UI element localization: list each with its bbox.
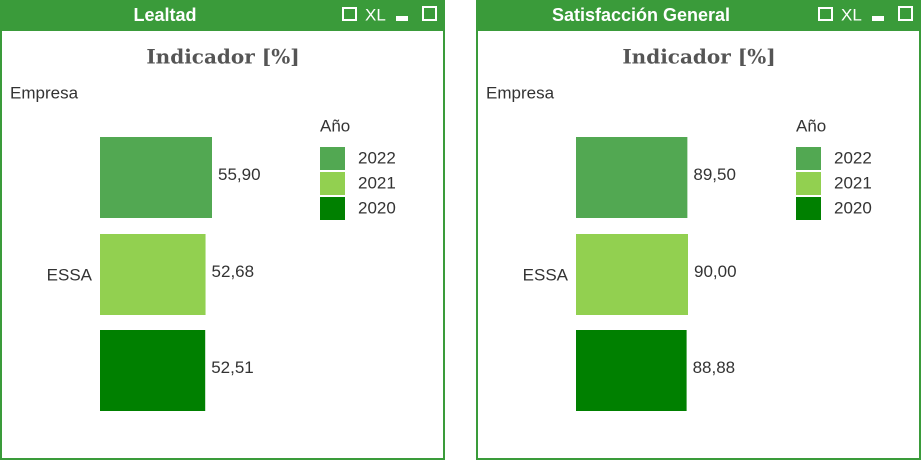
legend-swatch <box>320 197 345 220</box>
legend-swatch <box>320 172 345 195</box>
panel-title: Lealtad <box>133 5 196 25</box>
bar <box>576 137 688 218</box>
value-label: 52,51 <box>211 358 254 377</box>
legend-swatch <box>796 172 821 195</box>
value-label: 88,88 <box>693 358 736 377</box>
excel-button[interactable]: XL <box>365 5 386 24</box>
legend-label: 2021 <box>834 173 872 192</box>
legend-swatch <box>796 147 821 170</box>
excel-button[interactable]: XL <box>841 5 862 24</box>
legend-label: 2020 <box>358 198 396 217</box>
legend-label: 2022 <box>358 148 396 167</box>
chart-title: Indicador [%] <box>146 45 299 69</box>
print-icon[interactable] <box>342 7 357 21</box>
panel-title: Satisfacción General <box>552 5 730 25</box>
category-label: ESSA <box>47 265 93 284</box>
legend-label: 2020 <box>834 198 872 217</box>
legend-title: Año <box>796 116 826 135</box>
maximize-button[interactable] <box>422 6 437 21</box>
legend-label: 2021 <box>358 173 396 192</box>
chart-title: Indicador [%] <box>622 45 775 69</box>
category-label: ESSA <box>523 265 569 284</box>
panel: Lealtad XL Indicador [%] Empresa ESSA 55,90 20… <box>0 0 445 460</box>
legend-label: 2022 <box>834 148 872 167</box>
value-label: 89,50 <box>693 165 736 184</box>
value-label: 52,68 <box>212 262 255 281</box>
y-axis-label: Empresa <box>486 83 555 102</box>
panel-header <box>477 1 920 31</box>
bar <box>100 137 212 218</box>
minimize-button[interactable] <box>872 16 884 21</box>
print-icon[interactable] <box>818 7 833 21</box>
bar <box>100 234 206 315</box>
value-label: 90,00 <box>694 262 737 281</box>
y-axis-label: Empresa <box>10 83 79 102</box>
minimize-button[interactable] <box>396 16 408 21</box>
maximize-button[interactable] <box>898 6 913 21</box>
panel-frame <box>476 0 921 460</box>
legend-title: Año <box>320 116 350 135</box>
panel-header <box>1 1 444 31</box>
panel-frame <box>0 0 445 460</box>
legend-swatch <box>796 197 821 220</box>
bar <box>576 330 687 411</box>
bar <box>100 330 206 411</box>
legend-swatch <box>320 147 345 170</box>
bar <box>576 234 688 315</box>
panel: Satisfacción General XL Indicador [%] Empre… <box>476 0 921 460</box>
value-label: 55,90 <box>218 165 261 184</box>
